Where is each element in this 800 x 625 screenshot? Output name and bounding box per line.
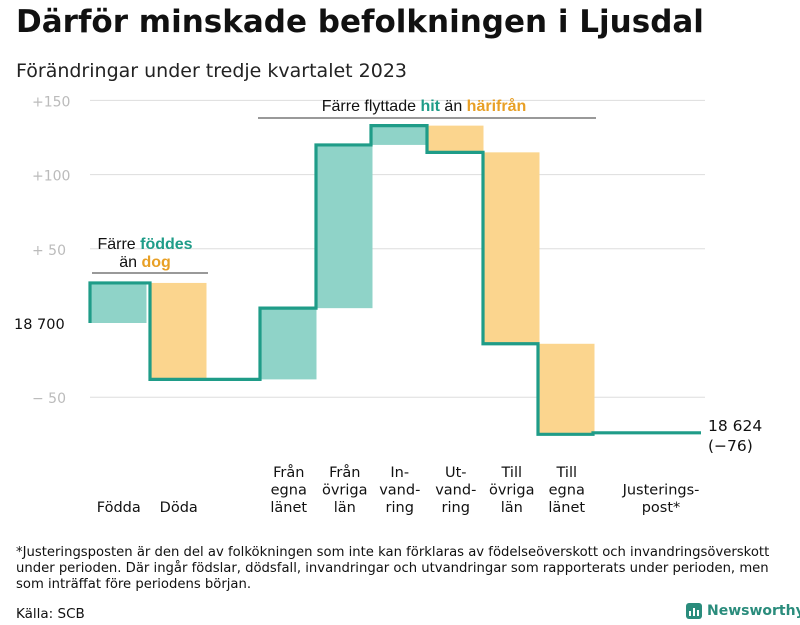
annotation-moves: Färre flyttade hit än härifrån: [322, 97, 527, 115]
y-tick-label: + 50: [32, 243, 66, 259]
annotation-births-line1: Färre föddes: [97, 236, 192, 253]
waterfall-chart: +150 +100 + 50 18 700 − 50 Födda Döda Från egna l…: [14, 94, 762, 517]
source-label: Källa: SCB: [16, 606, 85, 622]
category-label-fran_egna: Från egna länet: [270, 464, 307, 516]
category-label-invandring: In-vand-ring: [379, 465, 420, 516]
category-label-till_egna: Till egna länet: [548, 465, 585, 516]
bar-utvandring: [428, 125, 484, 153]
category-label-fodda: Födda: [97, 500, 141, 516]
bar-doda: [151, 282, 207, 380]
brand-logo: Newsworthy: [686, 603, 800, 619]
y-tick-label: 18 700: [14, 317, 65, 333]
category-label-fran_ovriga: Från övriga län: [322, 464, 368, 516]
bar-fran_ovriga: [317, 144, 373, 309]
y-tick-label: +150: [32, 94, 70, 110]
bar-till_ovriga: [484, 152, 540, 344]
y-tick-label: − 50: [32, 391, 66, 407]
bar-invandring: [372, 125, 428, 145]
brand-name: Newsworthy: [707, 603, 800, 619]
category-label-doda: Döda: [160, 500, 198, 516]
category-label-till_ovriga: Till övriga län: [489, 465, 535, 516]
chart-title: Därför minskade befolkningen i Ljusdal: [16, 4, 704, 40]
bar-till_egna: [539, 343, 595, 435]
bar-fodda: [91, 282, 147, 323]
end-change-label: (−76): [708, 437, 753, 455]
annotation-births-line2: än dog: [119, 254, 171, 271]
y-tick-label: +100: [32, 169, 70, 185]
footnote: *Justeringsposten är den del av folkökni…: [16, 545, 770, 592]
category-label-utvandring: Ut-vand-ring: [435, 465, 476, 516]
bar-chart-icon: [686, 603, 702, 619]
step-line: [88, 124, 701, 436]
bar-fran_egna: [261, 308, 317, 380]
category-label-justering: Justerings-post*: [622, 483, 700, 517]
chart-subtitle: Förändringar under tredje kvartalet 2023: [16, 60, 408, 82]
end-value-label: 18 624: [708, 417, 762, 435]
